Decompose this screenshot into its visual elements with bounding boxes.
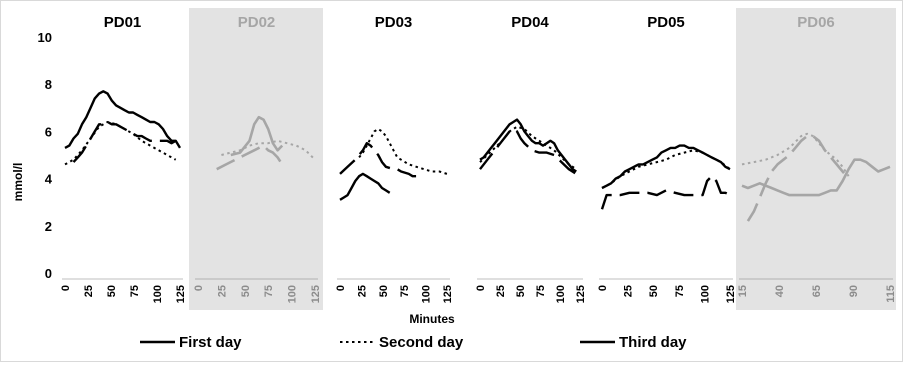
series-line-second-day: [64, 121, 177, 166]
panel-pd05: PD05 0 25 50 75 100 125: [597, 14, 737, 303]
series-line-first-day: [230, 115, 284, 157]
x-tick-label: 75: [399, 285, 411, 297]
x-tick-label: 50: [515, 285, 527, 297]
series-line-second-day: [601, 149, 731, 189]
panel-title: PD06: [797, 14, 835, 31]
x-tick-label: 125: [725, 285, 737, 303]
series-line-first-day: [339, 172, 391, 201]
inactive-panel-shading: [736, 8, 896, 310]
x-axis-label: Minutes: [409, 312, 455, 326]
x-tick-label: 50: [648, 285, 660, 297]
x-tick-label: 125: [442, 285, 454, 303]
panel-title: PD01: [104, 14, 142, 31]
x-tick-label: 0: [193, 285, 205, 291]
series-line-third-day: [746, 134, 850, 222]
inactive-panel-shading: [189, 8, 323, 310]
x-tick-label: 100: [152, 285, 164, 303]
x-tick-label: 50: [106, 285, 118, 297]
y-tick-label: 4: [45, 172, 53, 187]
panel-title: PD02: [238, 14, 276, 31]
x-tick-label: 100: [555, 285, 567, 303]
series-line-third-day: [479, 127, 577, 175]
x-tick-label: 75: [535, 285, 547, 297]
legend-item: Second day: [340, 334, 464, 351]
x-tick-label: 25: [216, 285, 228, 297]
legend-label: Second day: [379, 334, 464, 351]
series-line-third-day: [72, 120, 177, 163]
y-tick-label: 2: [45, 219, 52, 234]
y-axis-label: mmol/l: [11, 163, 25, 202]
panel-pd04: PD04 0 25 50 75 100 125: [475, 14, 587, 303]
panel-pd03: PD03 0 25 50 75 100 125: [335, 14, 454, 303]
x-tick-label: 100: [287, 285, 299, 303]
panel-pd01: PD01 0 25 50 75 100 125: [60, 14, 187, 303]
x-tick-label: 50: [378, 285, 390, 297]
x-tick-label: 0: [60, 285, 72, 291]
series-line-second-day: [479, 125, 577, 171]
series-line-third-day: [600, 174, 731, 210]
x-tick-label: 75: [129, 285, 141, 297]
y-tick-label: 10: [38, 30, 52, 45]
panel-title: PD05: [647, 14, 685, 31]
x-tick-label: 50: [240, 285, 252, 297]
x-tick-label: 40: [774, 285, 786, 297]
panels: PD01 0 25 50 75 100 125 PD02 0 25 50 75 100 125 PD03 0 2…: [60, 14, 897, 303]
x-tick-label: 25: [356, 285, 368, 297]
x-tick-label: 65: [811, 285, 823, 297]
x-tick-label: 100: [699, 285, 711, 303]
y-axis: 0 2 4 6 8 10: [38, 30, 53, 281]
series-line-third-day: [216, 144, 284, 171]
panel-title: PD03: [375, 14, 413, 31]
x-tick-label: 125: [175, 285, 187, 303]
y-tick-label: 8: [45, 77, 52, 92]
series-line-first-day: [479, 118, 577, 173]
series-line-second-day: [358, 128, 448, 175]
x-tick-label: 15: [737, 285, 749, 297]
x-tick-label: 25: [495, 285, 507, 297]
x-tick-label: 125: [575, 285, 587, 303]
panel-title: PD04: [511, 14, 549, 31]
panel-pd02: PD02 0 25 50 75 100 125: [193, 14, 322, 303]
x-tick-label: 75: [263, 285, 275, 297]
series-line-second-day: [741, 132, 850, 177]
series-line-third-day: [339, 141, 417, 178]
y-tick-label: 6: [45, 124, 52, 139]
legend-label: Third day: [619, 334, 687, 351]
legend-item: Third day: [580, 334, 687, 351]
series-line-first-day: [741, 158, 891, 197]
series-line-first-day: [64, 90, 182, 149]
panel-backgrounds: [189, 8, 896, 310]
x-tick-label: 0: [597, 285, 609, 291]
panel-pd06: PD06 15 40 65 90 115: [737, 14, 897, 303]
x-tick-label: 25: [83, 285, 95, 297]
legend: First day Second day Third day: [140, 334, 687, 351]
x-tick-label: 100: [421, 285, 433, 303]
x-tick-label: 125: [310, 285, 322, 303]
x-tick-label: 0: [335, 285, 347, 291]
series-line-first-day: [601, 144, 731, 190]
x-tick-label: 75: [674, 285, 686, 297]
x-tick-label: 90: [848, 285, 860, 297]
series-line-second-day: [221, 139, 316, 161]
legend-item: First day: [140, 334, 242, 351]
x-tick-label: 0: [475, 285, 487, 291]
y-tick-label: 0: [45, 266, 52, 281]
x-tick-label: 115: [885, 285, 897, 303]
legend-label: First day: [179, 334, 242, 351]
x-tick-label: 25: [623, 285, 635, 297]
